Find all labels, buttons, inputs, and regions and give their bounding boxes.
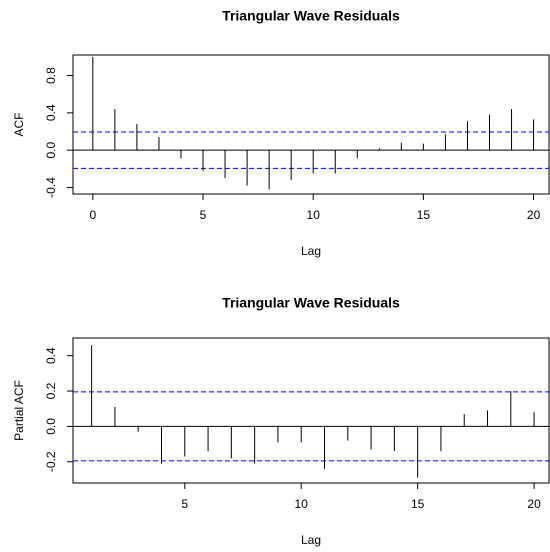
y-axis-label: Partial ACF [12,380,26,441]
x-tick-label: 5 [181,497,188,511]
plot-frame [72,337,550,484]
y-tick-label: -0.4 [44,177,58,198]
y-tick-label: 0.2 [44,382,58,399]
x-tick-label: 10 [307,208,321,222]
y-tick-label: 0.0 [44,418,58,435]
x-tick-label: 10 [295,497,309,511]
x-tick-label: 15 [411,497,425,511]
x-axis-label: Lag [301,244,321,258]
x-tick-label: 5 [200,208,207,222]
x-tick-label: 0 [89,208,96,222]
y-tick-label: -0.2 [44,451,58,472]
y-tick-label: 0.8 [44,67,58,84]
y-tick-label: 0.4 [44,104,58,121]
chart-title: Triangular Wave Residuals [222,295,400,311]
y-axis-label: ACF [12,113,26,137]
y-tick-label: 0.0 [44,141,58,158]
y-tick-label: 0.4 [44,347,58,364]
x-tick-label: 20 [527,497,541,511]
x-tick-label: 15 [417,208,431,222]
chart-title: Triangular Wave Residuals [222,8,400,24]
x-tick-label: 20 [527,208,541,222]
x-axis-label: Lag [301,533,321,547]
plot-frame [72,54,550,195]
